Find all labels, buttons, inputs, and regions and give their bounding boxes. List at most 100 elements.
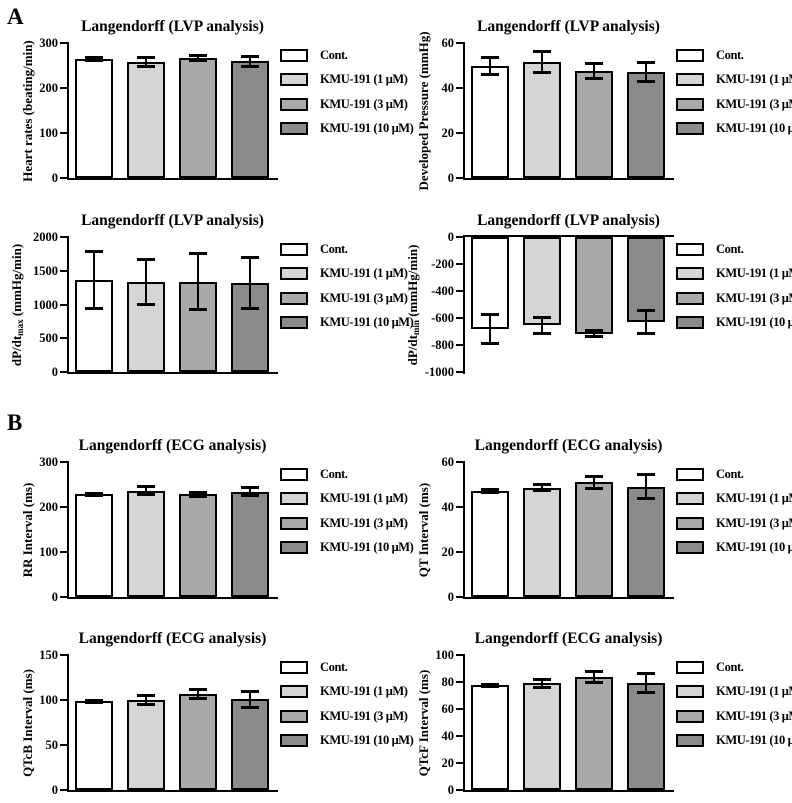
y-axis-line (67, 42, 69, 180)
legend-item: KMU-191 (3 μM) (280, 291, 408, 305)
legend-swatch (676, 242, 704, 256)
error-bar-cap-top (189, 491, 207, 495)
y-tick (456, 735, 463, 737)
y-tick (60, 654, 67, 656)
legend-label: KMU-191 (3 μM) (716, 515, 792, 530)
y-tick (456, 132, 463, 134)
legend-swatch (676, 48, 704, 62)
y-tick (456, 42, 463, 44)
error-bar-cap-top (481, 683, 499, 687)
bar-series-1 (523, 487, 561, 597)
legend-item: KMU-191 (3 μM) (676, 709, 792, 723)
legend-swatch (676, 660, 704, 674)
error-bar-cap-top (533, 316, 551, 320)
legend-swatch (676, 73, 704, 86)
error-bar-cap-bottom (481, 72, 499, 76)
error-bar-cap-top (137, 485, 155, 489)
y-axis-line (67, 654, 69, 792)
error-bar-cap-bottom (533, 71, 551, 75)
legend-label: KMU-191 (1 μM) (320, 72, 408, 86)
y-axis-line (463, 654, 465, 792)
y-tick-label: 0 (51, 171, 58, 185)
legend-label: Cont. (320, 466, 348, 481)
legend-item: KMU-191 (3 μM) (676, 97, 792, 111)
y-label-text: Heart rates (beating/min) (20, 39, 35, 182)
legend-swatch (280, 73, 308, 86)
y-tick-label: 150 (39, 648, 58, 662)
panel-b-label: B (7, 410, 23, 435)
error-bar-line (645, 672, 647, 693)
legend-item: KMU-191 (10 μM) (280, 733, 414, 748)
legend-swatch (280, 242, 308, 256)
legend-swatch (676, 685, 704, 698)
error-bar-line (593, 63, 595, 79)
error-bar-line (593, 671, 595, 684)
error-bar-cap-top (481, 488, 499, 491)
y-tick-label: 40 (441, 729, 455, 743)
error-bar-cap-bottom (585, 487, 603, 490)
bar-series-2 (179, 694, 217, 790)
legend-label: Cont. (320, 47, 348, 62)
legend-swatch (676, 291, 704, 305)
legend-item: Cont. (676, 48, 744, 62)
error-bar-line (593, 330, 595, 337)
bar-series-1 (127, 490, 165, 597)
error-bar-cap-top (533, 49, 551, 53)
panel-a-label: A (7, 4, 24, 29)
error-bar-cap-top (137, 55, 155, 59)
y-tick-label: 2000 (33, 230, 58, 244)
legend-swatch (280, 660, 308, 674)
error-bar-cap-bottom (85, 700, 103, 704)
y-axis-label: QTcB Interval (ms) (20, 669, 36, 777)
error-bar-line (541, 50, 543, 74)
error-bar-cap-top (85, 492, 103, 496)
error-bar-cap-bottom (241, 705, 259, 709)
bar-series-3 (231, 699, 269, 790)
legend-item: KMU-191 (3 μM) (676, 516, 792, 530)
y-tick (456, 789, 463, 791)
y-tick (60, 337, 67, 340)
y-tick-label: 0 (447, 230, 454, 244)
chart-dpdt-max: Langendorff (LVP analysis) dP/dtmax (mmHg… (0, 210, 414, 404)
legend-label: KMU-191 (10 μM) (716, 315, 792, 329)
error-bar-cap-bottom (637, 332, 655, 336)
x-axis-line (463, 790, 674, 792)
y-tick (60, 506, 67, 508)
legend-item: Cont. (280, 660, 348, 674)
error-bar-cap-bottom (137, 702, 155, 706)
error-bar-line (541, 317, 543, 334)
legend-swatch (280, 48, 308, 62)
bar-series-2 (575, 482, 613, 597)
legend-item: KMU-191 (1 μM) (280, 491, 408, 506)
chart-title: Langendorff (ECG analysis) (78, 630, 267, 647)
y-tick-label: 40 (441, 81, 455, 95)
y-tick-label: 100 (435, 648, 454, 662)
legend-swatch (676, 122, 704, 135)
y-tick (60, 699, 67, 701)
y-tick (60, 551, 67, 553)
error-bar-cap-top (585, 329, 603, 333)
legend-label: Cont. (320, 241, 348, 256)
x-axis-line (463, 235, 674, 237)
y-tick (60, 461, 67, 463)
error-bar-cap-bottom (189, 59, 207, 63)
y-axis-line (67, 236, 69, 374)
legend-item: KMU-191 (3 μM) (280, 97, 408, 111)
y-tick (60, 596, 67, 598)
y-label-text: QTcB Interval (ms) (20, 668, 35, 777)
legend-item: Cont. (676, 242, 744, 256)
error-bar-cap-top (585, 474, 603, 478)
legend-swatch (676, 267, 704, 280)
y-tick-label: 20 (441, 545, 455, 559)
bar-series-0 (471, 65, 509, 178)
legend-item: KMU-191 (10 μM) (280, 121, 414, 136)
error-bar-cap-bottom (137, 302, 155, 306)
legend-swatch (280, 685, 308, 698)
legend-label: KMU-191 (1 μM) (320, 491, 408, 505)
x-axis-line (67, 597, 278, 599)
bar-series-2 (179, 494, 217, 597)
y-tick (456, 87, 463, 89)
legend-swatch (280, 541, 308, 554)
legend-label: KMU-191 (10 μM) (716, 733, 792, 747)
